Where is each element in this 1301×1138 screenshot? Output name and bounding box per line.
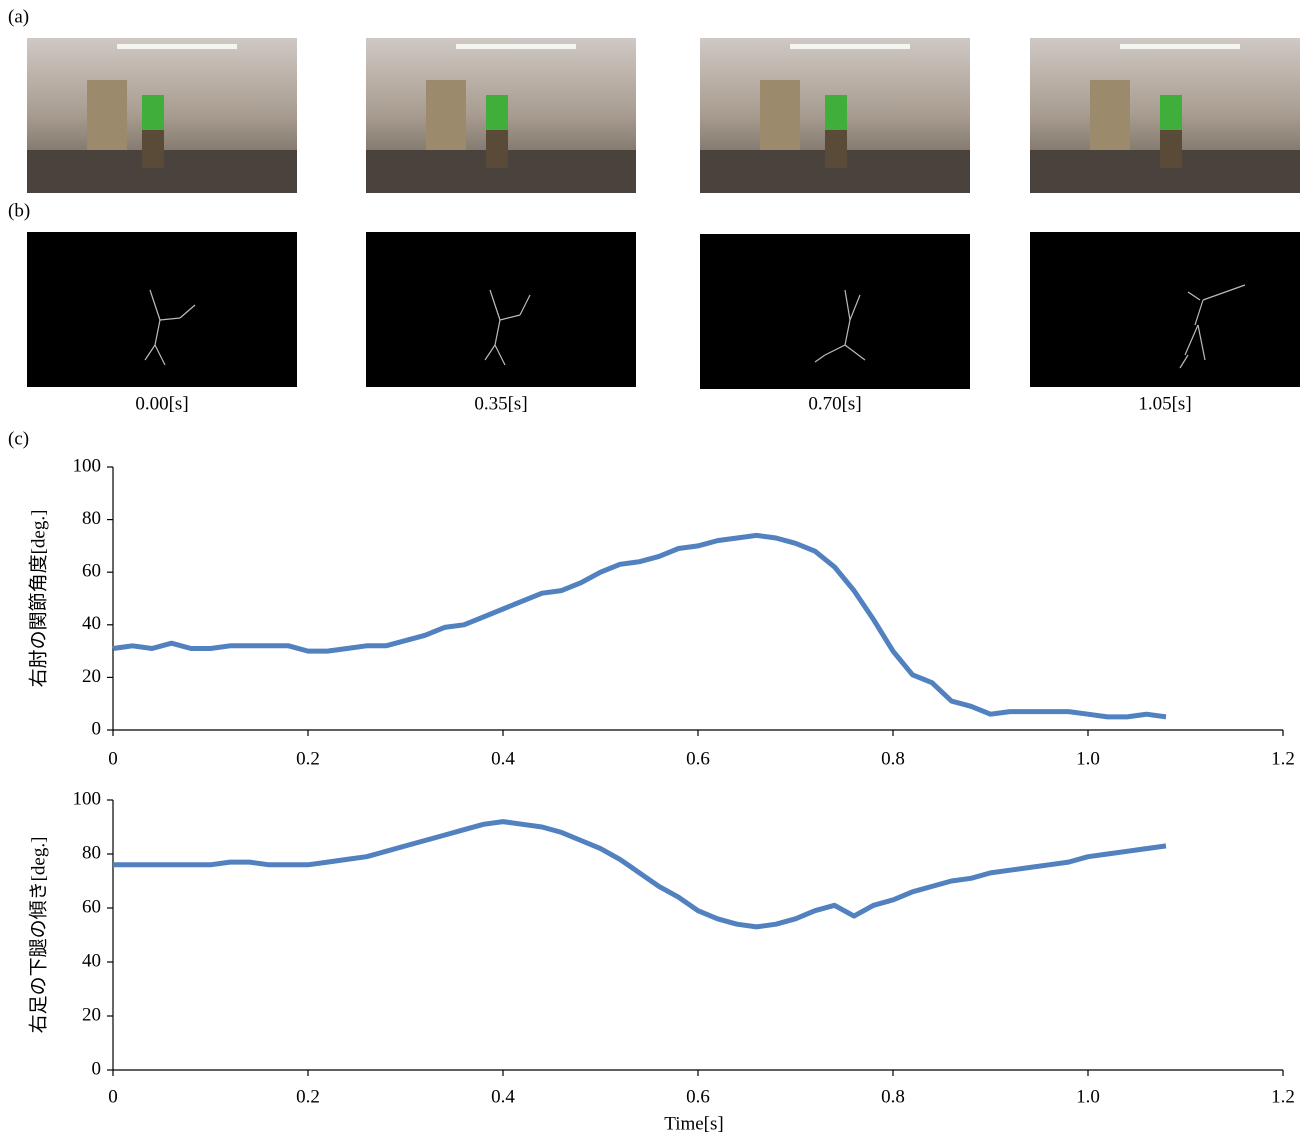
ceiling-light <box>1120 44 1240 49</box>
ceiling-light <box>790 44 910 49</box>
x-tick-label: 0.4 <box>491 748 515 769</box>
skeleton-frame <box>27 232 297 387</box>
y-tick-label: 20 <box>82 666 101 687</box>
panel-label: (b) <box>8 200 30 221</box>
person <box>142 95 164 130</box>
data-line <box>112 532 1167 720</box>
door <box>426 80 466 150</box>
frame-time: 0.00[s] <box>135 393 188 414</box>
skeleton-frame <box>1030 232 1300 387</box>
door <box>760 80 800 150</box>
x-tick-label: 0.8 <box>881 748 905 769</box>
ceiling-light <box>117 44 237 49</box>
person-legs <box>486 130 508 168</box>
y-tick-label: 100 <box>73 788 102 809</box>
skeleton-bone <box>824 344 846 356</box>
data-line <box>113 819 1167 930</box>
x-tick-label: 1.0 <box>1076 748 1100 769</box>
skeleton-bone <box>154 319 161 346</box>
skeleton-bone <box>814 354 826 363</box>
x-tick-label: 0 <box>108 748 118 769</box>
skeleton-bone <box>849 294 861 321</box>
y-axis-label: 右肘の関節角度[deg.] <box>27 510 49 688</box>
skeleton-bone <box>1194 299 1204 326</box>
person-legs <box>825 130 847 168</box>
y-tick-label: 60 <box>82 896 101 917</box>
skeleton-bone <box>844 319 851 346</box>
frame-time: 0.70[s] <box>808 393 861 414</box>
person-legs <box>1160 130 1182 168</box>
x-tick-label: 0.2 <box>296 1086 320 1107</box>
person-legs <box>142 130 164 168</box>
x-tick-label: 0.6 <box>686 748 710 769</box>
x-tick-label: 0.4 <box>491 1086 515 1107</box>
skeleton-bone <box>494 319 501 346</box>
y-tick-label: 0 <box>92 718 102 739</box>
skeleton-bone <box>1179 354 1189 369</box>
skeleton-bone <box>1197 324 1206 361</box>
x-tick-label: 1.2 <box>1271 748 1295 769</box>
skeleton-bone <box>489 289 501 321</box>
person <box>486 95 508 130</box>
skeleton-bone <box>1202 284 1246 301</box>
frame-time: 0.35[s] <box>474 393 527 414</box>
skeleton-bone <box>159 317 181 321</box>
panel-label: (c) <box>8 428 29 449</box>
y-tick-label: 80 <box>82 842 101 863</box>
x-tick-label: 0.2 <box>296 748 320 769</box>
door <box>1090 80 1130 150</box>
skeleton-bone <box>844 289 851 321</box>
y-tick-label: 40 <box>82 613 101 634</box>
x-tick-label: 0.6 <box>686 1086 710 1107</box>
skeleton-bone <box>149 289 161 321</box>
skeleton-frame <box>700 234 970 389</box>
y-tick-label: 100 <box>73 455 102 476</box>
person <box>825 95 847 130</box>
x-axis-label: Time[s] <box>664 1113 723 1134</box>
frame-time: 1.05[s] <box>1138 393 1191 414</box>
door <box>87 80 127 150</box>
y-tick-label: 0 <box>92 1058 102 1079</box>
skeleton-bone <box>179 304 196 319</box>
panel-label: (a) <box>8 6 29 27</box>
skeleton-bone <box>499 314 521 321</box>
person <box>1160 95 1182 130</box>
x-tick-label: 1.2 <box>1271 1086 1295 1107</box>
skeleton-bone <box>144 344 156 361</box>
y-tick-label: 40 <box>82 950 101 971</box>
skeleton-bone <box>844 344 866 361</box>
y-axis-label: 右足の下腿の傾き[deg.] <box>27 837 49 1034</box>
x-tick-label: 0 <box>108 1086 118 1107</box>
skeleton-bone <box>484 344 496 361</box>
x-tick-label: 1.0 <box>1076 1086 1100 1107</box>
skeleton-frame <box>366 232 636 387</box>
y-tick-label: 80 <box>82 508 101 529</box>
x-tick-label: 0.8 <box>881 1086 905 1107</box>
skeleton-bone <box>1187 291 1201 301</box>
y-tick-label: 60 <box>82 561 101 582</box>
skeleton-bone <box>519 294 531 316</box>
skeleton-bone <box>1184 324 1199 356</box>
skeleton-bone <box>494 344 506 366</box>
skeleton-bone <box>154 344 166 366</box>
ceiling-light <box>456 44 576 49</box>
y-tick-label: 20 <box>82 1004 101 1025</box>
